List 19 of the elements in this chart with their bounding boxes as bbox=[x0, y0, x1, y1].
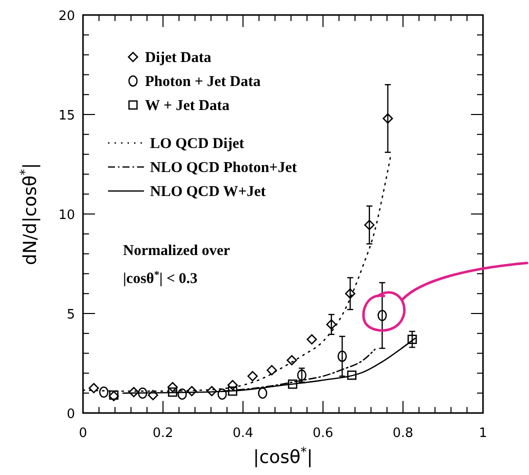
x-tick-label: 0 bbox=[78, 426, 88, 441]
y-tick-label: 10 bbox=[58, 208, 75, 223]
legend-label: Photon + Jet Data bbox=[145, 74, 262, 90]
y-tick-label: 5 bbox=[66, 308, 75, 322]
legend-label: LO QCD Dijet bbox=[150, 136, 244, 152]
x-tick-label: 0.8 bbox=[392, 426, 414, 441]
legend-label: W + Jet Data bbox=[145, 98, 230, 114]
y-tick-label: 15 bbox=[58, 108, 75, 124]
x-tick-label: 0.6 bbox=[312, 426, 334, 441]
x-tick-label: 0.4 bbox=[232, 426, 254, 441]
y-tick-label: 0 bbox=[66, 407, 75, 422]
y-tick-label: 20 bbox=[58, 9, 75, 24]
x-axis-title: |cosθ$^{*}$| bbox=[253, 444, 313, 468]
x-tick-label: 0.2 bbox=[152, 426, 174, 441]
annotation: Normalized over |cosθ$^{*}$| < 0.3 bbox=[123, 243, 230, 287]
x-tick-label: 1 bbox=[478, 426, 488, 441]
legend-label: Dijet Data bbox=[145, 50, 212, 66]
legend-label: NLO QCD Photon+Jet bbox=[150, 160, 297, 176]
legend-label: NLO QCD W+Jet bbox=[150, 184, 266, 200]
